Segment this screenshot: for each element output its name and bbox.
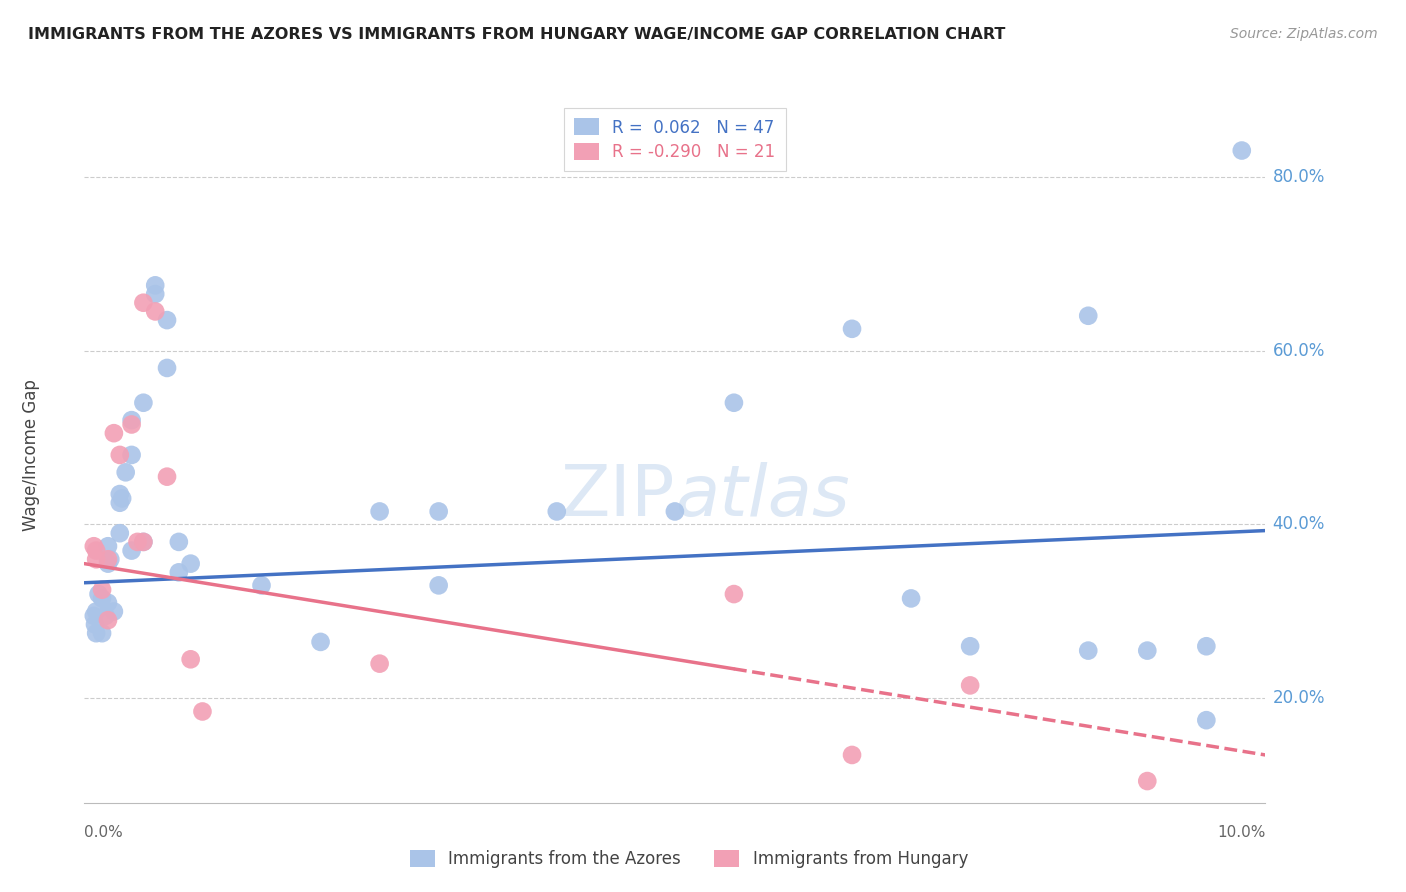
Point <box>84 543 107 558</box>
Point <box>664 504 686 518</box>
Point <box>114 466 136 480</box>
Point <box>1195 713 1218 727</box>
Point <box>83 608 105 623</box>
Legend: R =  0.062   N = 47, R = -0.290   N = 21: R = 0.062 N = 47, R = -0.290 N = 21 <box>564 109 786 171</box>
Point <box>111 491 134 506</box>
Point <box>97 557 120 571</box>
Point <box>97 613 120 627</box>
Point <box>546 504 568 518</box>
Point <box>108 487 131 501</box>
Point <box>91 626 114 640</box>
Point <box>959 639 981 653</box>
Point <box>368 504 391 518</box>
Point <box>98 552 121 566</box>
Point <box>103 605 125 619</box>
Point <box>108 526 131 541</box>
Point <box>97 596 120 610</box>
Legend: Immigrants from the Azores, Immigrants from Hungary: Immigrants from the Azores, Immigrants f… <box>404 843 974 875</box>
Point <box>156 469 179 483</box>
Point <box>841 747 863 762</box>
Point <box>1230 144 1253 158</box>
Point <box>132 534 155 549</box>
Point <box>191 705 214 719</box>
Point <box>427 578 450 592</box>
Point <box>84 605 107 619</box>
Point <box>121 448 143 462</box>
Point <box>121 413 143 427</box>
Point <box>250 578 273 592</box>
Point <box>132 295 155 310</box>
Point <box>1195 639 1218 653</box>
Text: 0.0%: 0.0% <box>84 825 124 840</box>
Point <box>180 557 202 571</box>
Point <box>1136 643 1159 657</box>
Text: 80.0%: 80.0% <box>1272 168 1324 186</box>
Point <box>108 496 131 510</box>
Text: Source: ZipAtlas.com: Source: ZipAtlas.com <box>1230 27 1378 41</box>
Point <box>143 304 166 318</box>
Point <box>143 287 166 301</box>
Point <box>1136 774 1159 789</box>
Point <box>94 608 117 623</box>
Point <box>84 552 107 566</box>
Point <box>309 635 332 649</box>
Text: 20.0%: 20.0% <box>1272 690 1324 707</box>
Point <box>121 543 143 558</box>
Point <box>127 534 149 549</box>
Point <box>959 678 981 692</box>
Point <box>97 539 120 553</box>
Point <box>143 278 166 293</box>
Point <box>91 582 114 597</box>
Point <box>167 566 190 580</box>
Point <box>132 395 155 409</box>
Point <box>156 361 179 376</box>
Point <box>84 617 107 632</box>
Point <box>1077 309 1099 323</box>
Point <box>103 426 125 441</box>
Point <box>132 534 155 549</box>
Point <box>84 626 107 640</box>
Text: 10.0%: 10.0% <box>1218 825 1265 840</box>
Point <box>83 539 105 553</box>
Point <box>427 504 450 518</box>
Point <box>87 587 110 601</box>
Point <box>156 313 179 327</box>
Point <box>841 322 863 336</box>
Point <box>723 587 745 601</box>
Point <box>91 591 114 606</box>
Point <box>1077 643 1099 657</box>
Text: 60.0%: 60.0% <box>1272 342 1324 359</box>
Point <box>723 395 745 409</box>
Point <box>108 448 131 462</box>
Text: atlas: atlas <box>675 462 849 531</box>
Text: ZIP: ZIP <box>561 462 675 531</box>
Point <box>121 417 143 432</box>
Point <box>97 552 120 566</box>
Point <box>180 652 202 666</box>
Text: 40.0%: 40.0% <box>1272 516 1324 533</box>
Point <box>900 591 922 606</box>
Text: Wage/Income Gap: Wage/Income Gap <box>22 379 41 531</box>
Text: IMMIGRANTS FROM THE AZORES VS IMMIGRANTS FROM HUNGARY WAGE/INCOME GAP CORRELATIO: IMMIGRANTS FROM THE AZORES VS IMMIGRANTS… <box>28 27 1005 42</box>
Point <box>368 657 391 671</box>
Point <box>167 534 190 549</box>
